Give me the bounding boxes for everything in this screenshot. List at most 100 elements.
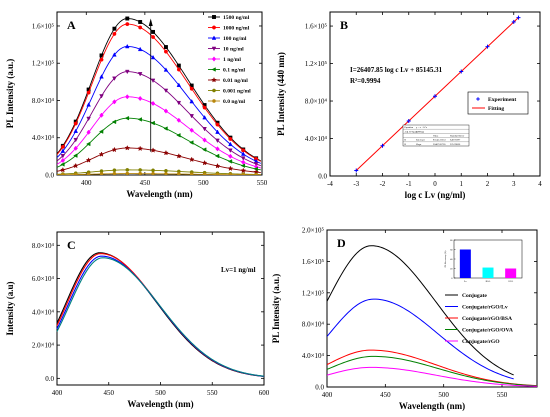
data-point [112, 31, 117, 36]
table-cell: B [405, 139, 407, 142]
x-tick-label: -3 [353, 180, 359, 188]
data-point [151, 171, 155, 175]
data-point [211, 76, 217, 83]
data-point [228, 137, 233, 141]
data-point [202, 105, 207, 110]
data-point [112, 171, 117, 175]
table-cell: Equation [405, 126, 414, 129]
series-a-1 [57, 22, 262, 162]
data-point [137, 145, 144, 152]
data-point [228, 148, 233, 153]
series-line [57, 173, 261, 175]
y-tick-label: 1.6×10⁵ [302, 258, 325, 266]
data-point [137, 72, 143, 77]
data-point [137, 46, 143, 52]
legend-entry: 0.01 ng/ml [223, 78, 248, 84]
data-point [151, 35, 156, 39]
data-point [99, 57, 104, 62]
panel-c-axes: 400 450 500 550 600 0.0 2.0×10⁴ 4.0×10⁴ 6.0×10⁴ 8… [5, 231, 270, 409]
data-point [176, 82, 182, 87]
data-point [60, 148, 66, 153]
data-point [211, 46, 217, 52]
y-tick-label: 8.0×10⁴ [32, 97, 55, 105]
table-cell: y = a + b*x [416, 126, 428, 129]
y-tick-label: 4.0×10⁴ [32, 134, 55, 142]
y-axis-label: Intensity (a.u) [5, 281, 15, 335]
inset-bar-bsa [482, 267, 494, 278]
table-cell: 85145.31253 [433, 139, 446, 142]
data-point [60, 144, 65, 149]
x-tick-label: 1 [460, 180, 464, 188]
table-cell: Intercept [416, 139, 425, 142]
table-cell: B [405, 143, 407, 146]
inset-bar-ova [505, 268, 517, 278]
y-tick-label: 0.0 [45, 375, 54, 383]
series-a-4 [57, 94, 261, 170]
experiment-points [354, 15, 521, 173]
data-point [215, 138, 220, 144]
data-point [202, 172, 207, 175]
data-point [86, 116, 91, 122]
inset-y-tick-label: 60 [450, 249, 453, 252]
data-point [112, 26, 117, 31]
data-point [138, 25, 143, 30]
series-line-c-2 [56, 255, 265, 377]
data-point [163, 88, 169, 94]
data-point [137, 117, 142, 122]
inset-y-tick-label: 0 [451, 277, 453, 280]
series-line [57, 23, 262, 162]
data-point [215, 129, 220, 134]
data-point [72, 162, 79, 169]
legend-entry: 0.001 ng/ml [223, 89, 251, 95]
legend-d: Conjugate Conjugate/rGO/Lv Conjugate/rGO/B… [445, 293, 513, 345]
data-point [111, 119, 117, 125]
series-line [57, 169, 261, 175]
data-point [99, 172, 104, 175]
panel-d-axes: 400 450 500 5500.04.0×10⁴8.0×10⁴1.2×10⁵1.6×… [271, 227, 538, 411]
data-point [150, 54, 156, 60]
data-point [189, 140, 194, 145]
x-tick-label: 550 [207, 389, 218, 397]
x-tick-label: 3 [512, 180, 516, 188]
data-point [163, 149, 169, 156]
legend-entry: Fitting [488, 106, 504, 112]
x-tick-label: 500 [155, 389, 166, 397]
x-tick-label: 500 [198, 179, 209, 187]
legend-a: 1500 ng/ml 1000 ng/ml 100 ng/ml 10 ng/ml 1 n… [208, 15, 251, 105]
x-tick-label: 450 [380, 391, 391, 399]
data-point [227, 165, 234, 172]
table-cell: Slope [416, 143, 421, 146]
legend-entry: Conjugate/rGO [462, 339, 500, 345]
series-line-c-3 [56, 257, 265, 377]
plot-frame [56, 11, 263, 176]
data-point [176, 132, 181, 138]
data-point [112, 52, 117, 57]
y-tick-label: 0.0 [45, 172, 54, 180]
x-tick-label: 600 [259, 389, 270, 397]
data-point [228, 172, 233, 175]
x-tick-label: -4 [327, 180, 333, 188]
data-point [99, 74, 104, 79]
data-point [73, 121, 78, 126]
y-tick-label: 1.2×10⁵ [305, 60, 328, 68]
panel-letter: B [340, 18, 348, 32]
y-tick-label: 2.0×10⁴ [32, 342, 55, 350]
trend-arrow-head [148, 18, 153, 26]
x-tick-label: 400 [52, 389, 63, 397]
data-point [176, 67, 181, 72]
data-point [240, 156, 246, 161]
legend-entry: Conjugate/rGO/BSA [462, 316, 512, 322]
data-point [211, 35, 217, 40]
x-tick-label: 550 [497, 391, 508, 399]
table-cell: 26407.85705 [433, 143, 446, 146]
table-cell: Standard Error [450, 135, 464, 138]
data-point [202, 114, 207, 120]
data-point [212, 88, 216, 93]
series-line [57, 96, 261, 169]
data-point [86, 172, 91, 175]
data-point [86, 141, 91, 147]
panel-letter: C [67, 238, 76, 252]
data-point [189, 86, 194, 91]
data-point [241, 172, 246, 175]
x-tick-label: -2 [380, 180, 386, 188]
